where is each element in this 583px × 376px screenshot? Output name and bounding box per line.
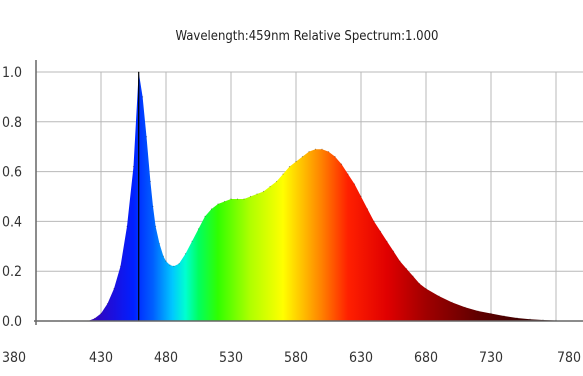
y-tick-label: 0.0 <box>2 314 22 330</box>
y-tick-label: 0.6 <box>2 165 22 181</box>
x-tick-label: 730 <box>479 350 503 366</box>
data-point <box>308 151 310 153</box>
data-point <box>100 312 102 315</box>
y-tick-label: 0.8 <box>2 115 22 131</box>
x-tick-label: 430 <box>89 350 113 366</box>
chart-title: Wavelength:459nm Relative Spectrum:1.000 <box>176 29 439 44</box>
data-point <box>418 283 421 285</box>
data-point <box>158 243 161 245</box>
data-point <box>223 200 226 203</box>
data-point <box>243 198 245 200</box>
data-point <box>119 265 122 267</box>
data-point <box>282 173 284 175</box>
data-point <box>249 195 252 198</box>
data-point <box>379 230 382 232</box>
x-tick-label: 480 <box>154 350 178 366</box>
x-tick-label: 630 <box>349 350 373 366</box>
data-point <box>412 275 414 277</box>
data-point <box>334 156 336 158</box>
data-point <box>314 148 317 150</box>
data-point <box>162 255 164 257</box>
data-point <box>197 228 200 230</box>
data-point <box>142 96 144 98</box>
data-point <box>275 180 278 183</box>
data-point <box>126 225 128 227</box>
data-point <box>405 268 408 270</box>
data-point <box>165 260 167 262</box>
data-point <box>178 263 180 265</box>
y-tick-labels: 0.0 0.2 0.4 0.6 0.8 1.0 <box>2 65 22 330</box>
data-point <box>169 264 171 266</box>
data-point <box>269 185 271 188</box>
data-point <box>347 173 349 175</box>
x-tick-label: 530 <box>219 350 243 366</box>
data-point <box>106 302 109 305</box>
data-point <box>217 203 219 205</box>
axes <box>34 60 583 325</box>
data-point <box>451 301 453 303</box>
y-tick-label: 0.2 <box>2 264 22 280</box>
data-point <box>132 166 135 168</box>
data-point <box>149 180 151 183</box>
data-point <box>464 306 466 308</box>
data-point <box>353 183 356 185</box>
data-point <box>236 198 239 200</box>
data-point <box>490 312 492 315</box>
data-point <box>340 163 343 165</box>
data-point <box>503 315 505 317</box>
data-point <box>516 317 518 319</box>
data-point <box>477 310 479 312</box>
data-point <box>152 205 154 208</box>
data-point <box>392 250 395 252</box>
y-tick-label: 1.0 <box>2 65 22 81</box>
data-point <box>360 195 362 198</box>
data-point <box>399 260 401 262</box>
data-point <box>145 136 148 138</box>
data-point <box>155 225 157 227</box>
data-point <box>204 215 206 218</box>
data-point <box>262 190 265 193</box>
data-point <box>386 240 388 242</box>
y-tick-label: 0.4 <box>2 214 22 230</box>
data-point <box>230 198 232 200</box>
grid <box>35 71 583 322</box>
data-point <box>288 166 291 168</box>
data-point <box>438 295 440 297</box>
data-point <box>113 288 115 290</box>
data-point <box>321 148 323 150</box>
data-point <box>210 208 213 210</box>
x-tick-label: 780 <box>557 350 581 366</box>
data-point <box>173 265 175 267</box>
data-point <box>191 240 193 242</box>
data-point <box>373 220 375 222</box>
x-tick-label: 580 <box>284 350 308 366</box>
x-tick-labels: 380 430 480 530 580 630 680 730 780 <box>2 350 581 366</box>
x-tick-label: 380 <box>2 350 26 366</box>
data-point <box>93 317 96 320</box>
data-point <box>327 151 330 153</box>
data-point <box>366 208 369 210</box>
data-point <box>301 156 304 158</box>
x-tick-label: 680 <box>414 350 438 366</box>
data-point <box>184 253 187 255</box>
spectrum-area <box>36 72 556 321</box>
data-point <box>256 193 258 195</box>
data-point <box>529 318 531 320</box>
data-point <box>425 288 427 290</box>
data-point <box>295 161 297 163</box>
